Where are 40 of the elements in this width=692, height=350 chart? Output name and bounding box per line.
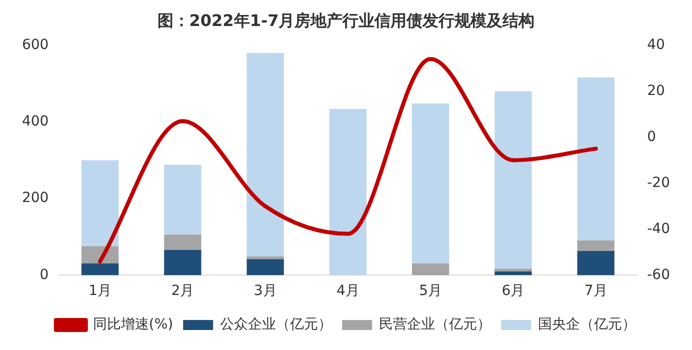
bar: [246, 256, 284, 260]
bar: [81, 160, 119, 246]
y2-tick-label: 0: [647, 128, 656, 145]
y-tick-label: 200: [22, 190, 49, 206]
bar: [412, 263, 450, 276]
y-tick-label: 600: [22, 36, 49, 53]
x-tick-label: 5月: [419, 283, 442, 300]
bar: [329, 108, 367, 276]
x-tick-label: 1月: [88, 283, 112, 300]
y-tick-label: 400: [22, 114, 49, 130]
x-tick-label: 4月: [336, 283, 360, 300]
bar: [494, 268, 532, 272]
bar: [246, 259, 284, 276]
bar: [164, 234, 202, 250]
y2-tick-label: 40: [647, 36, 665, 53]
bar: [494, 271, 532, 276]
line-series: [98, 57, 598, 264]
x-tick-label: 6月: [502, 283, 525, 300]
y2-tick-label: 20: [647, 82, 665, 99]
bar: [577, 240, 614, 252]
bar: [577, 251, 614, 276]
bar: [164, 164, 202, 235]
legend-label: 公众企业（亿元）: [220, 316, 332, 333]
legend-label: 民营企业（亿元）: [379, 316, 492, 333]
bar: [81, 263, 119, 276]
legend-label: 国央企（亿元）: [538, 316, 636, 333]
bar: [164, 250, 202, 276]
bar: [412, 103, 450, 264]
x-tick-label: 7月: [584, 283, 608, 300]
bar: [494, 91, 532, 269]
y2-tick-label: -40: [647, 220, 670, 237]
y2-tick-label: -60: [647, 266, 670, 283]
legend-label: 同比增速(%): [92, 316, 174, 333]
x-tick-label: 3月: [254, 283, 277, 300]
y2-tick-label: -20: [647, 174, 670, 191]
bar: [246, 52, 284, 256]
x-tick-label: 2月: [171, 283, 194, 300]
y-tick-label: 0: [40, 266, 49, 283]
bar: [577, 77, 614, 240]
chart-title: 图：2022年1-7月房地产行业信用债发行规模及结构: [157, 10, 535, 30]
